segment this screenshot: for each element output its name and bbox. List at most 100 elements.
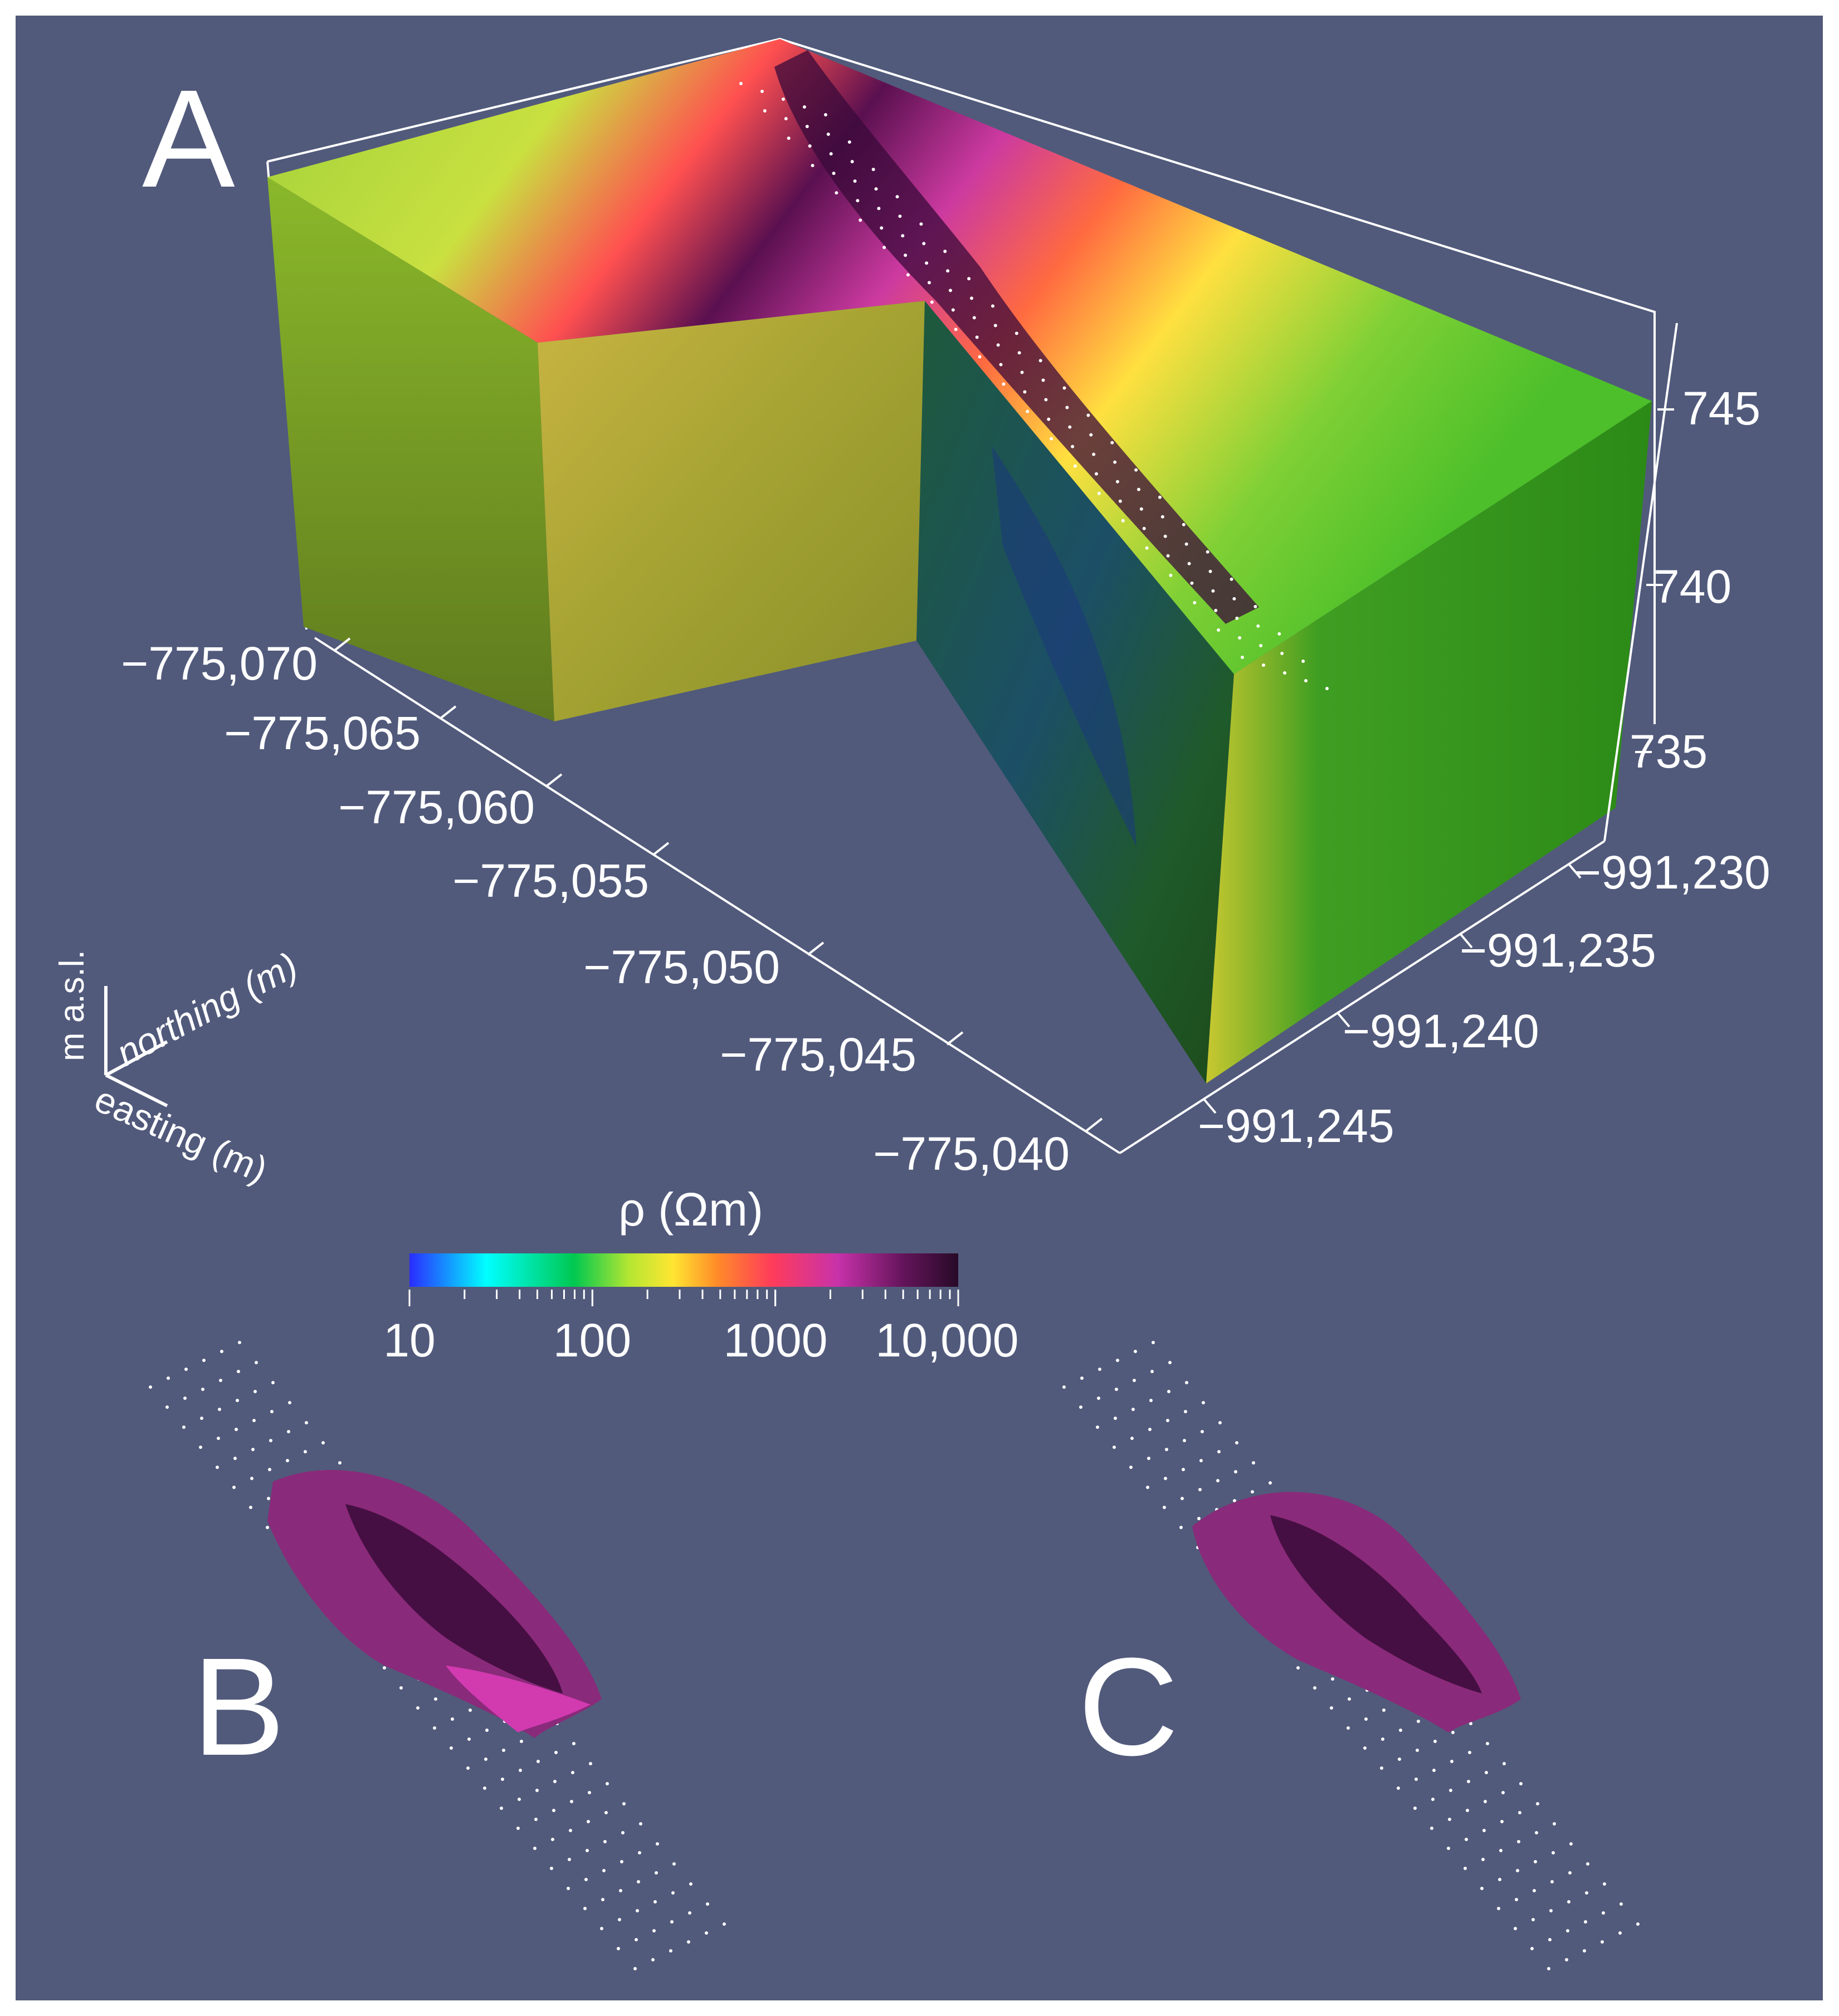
electrode-dot (1602, 1911, 1605, 1915)
electrode-dot (1158, 495, 1162, 499)
electrode-dot (167, 1376, 170, 1380)
electrode-dot (930, 300, 934, 304)
electrode-dot (739, 82, 743, 85)
electrode-dot (829, 152, 833, 156)
electrode-dot (600, 1927, 603, 1930)
colorbar-tick-label: 10,000 (876, 1314, 1019, 1366)
electrode-dot (1097, 1397, 1100, 1400)
colorbar-tick-label: 100 (553, 1314, 631, 1366)
easting-tick-labels: −775,070 −775,065 −775,060 −775,055 −775… (121, 637, 1070, 1180)
electrode-dot (991, 304, 994, 308)
electrode-dot (1397, 1786, 1400, 1790)
electrode-dot (338, 1461, 342, 1465)
electrode-dot (972, 316, 976, 320)
electrode-dot (1184, 1410, 1187, 1413)
electrode-dot (763, 109, 767, 113)
electrode-dot (919, 222, 923, 226)
panel-a: −775,070 −775,065 −775,060 −775,055 −775… (121, 37, 1770, 1180)
electrode-dot (1238, 636, 1242, 640)
electrode-dot (638, 1851, 641, 1854)
electrode-dot (1485, 1771, 1488, 1774)
electrode-dot (1163, 1506, 1166, 1509)
electrode-dot (450, 1746, 453, 1750)
electrode-dot (943, 250, 947, 253)
electrode-dot (639, 1822, 642, 1825)
electrode-dot (165, 1405, 169, 1409)
electrode-dot (304, 1450, 307, 1453)
colorbar-tick-label: 1000 (724, 1314, 828, 1366)
electrode-dot (586, 1849, 589, 1852)
electrode-dot (1116, 480, 1119, 484)
electrode-dot (552, 1809, 555, 1812)
electrode-dot (1023, 390, 1027, 394)
electrode-dot (1432, 1769, 1436, 1772)
electrode-dot (928, 281, 931, 285)
electrode-dot (688, 1911, 691, 1915)
electrode-dot (1566, 1929, 1569, 1932)
electrode-dot (269, 1439, 272, 1442)
electrode-dot (951, 308, 955, 312)
electrode-dots (739, 82, 1329, 690)
electrode-dot (1467, 1780, 1470, 1783)
electrode-dot (1430, 1827, 1433, 1830)
electrode-dot (1450, 1760, 1453, 1763)
electrode-dot (236, 1399, 239, 1402)
electrode-dot (252, 1419, 256, 1422)
electrode-dot (1129, 1466, 1133, 1469)
electrode-dot (619, 1889, 622, 1892)
electrode-dot (1531, 1918, 1535, 1921)
electrode-dot (1166, 554, 1170, 558)
electrode-dot (687, 1940, 690, 1944)
electrode-dot (1519, 1782, 1523, 1785)
electrode-dot (621, 1831, 625, 1834)
electrode-dot (832, 172, 836, 175)
electrode-dot (1347, 1726, 1350, 1730)
electrode-dot (1548, 1938, 1552, 1941)
block-right-face (1206, 401, 1652, 1083)
electrode-dot (1451, 1731, 1455, 1734)
electrode-dot (856, 199, 860, 203)
electrode-dot (1179, 1526, 1183, 1529)
electrode-dot (996, 343, 1000, 347)
electrode-dot (1516, 1869, 1519, 1872)
electrode-dot (1262, 663, 1265, 667)
electrode-dot (501, 1778, 504, 1781)
electrode-dot (250, 1477, 253, 1480)
electrode-dot (383, 1666, 386, 1670)
electrode-dot (602, 1869, 606, 1872)
electrode-dot (255, 1361, 258, 1364)
electrode-dot (1152, 1341, 1155, 1344)
electrode-dot (858, 218, 862, 222)
elevation-tick-label: 735 (1630, 725, 1708, 778)
electrode-dot (653, 1900, 657, 1903)
electrode-dot (1079, 1405, 1082, 1409)
panel-label-b: B (192, 1629, 285, 1784)
electrode-dot (1413, 1807, 1417, 1810)
electrode-dot (1330, 1706, 1333, 1710)
colorbar-tick-labels: 10 100 1000 10,000 (383, 1314, 1018, 1366)
electrode-dot (1283, 671, 1286, 675)
electrode-dot (622, 1802, 626, 1805)
electrode-dot (1603, 1882, 1606, 1886)
electrode-dot (1163, 534, 1167, 538)
electrode-dot (651, 1958, 655, 1961)
electrode-dot (850, 160, 854, 164)
isosurface-b-highlight (446, 1666, 591, 1732)
electrode-dot (1567, 1900, 1570, 1903)
electrode-dot (904, 253, 908, 257)
electrode-dot (824, 113, 827, 116)
electrode-dot (1062, 386, 1066, 390)
electrode-dot (232, 1486, 236, 1489)
electrode-dot (1431, 1798, 1435, 1801)
electrode-dot (808, 144, 812, 148)
electrode-dot (572, 1742, 575, 1745)
electrode-dot (601, 1898, 604, 1901)
electrode-dot (518, 1798, 521, 1801)
electrode-dot (847, 140, 851, 144)
electrode-dot (184, 1368, 188, 1371)
electrode-dot (1201, 1430, 1204, 1433)
electrode-dot (251, 1448, 255, 1451)
electrode-dot (671, 1891, 675, 1895)
electrode-dot (1569, 1842, 1573, 1846)
